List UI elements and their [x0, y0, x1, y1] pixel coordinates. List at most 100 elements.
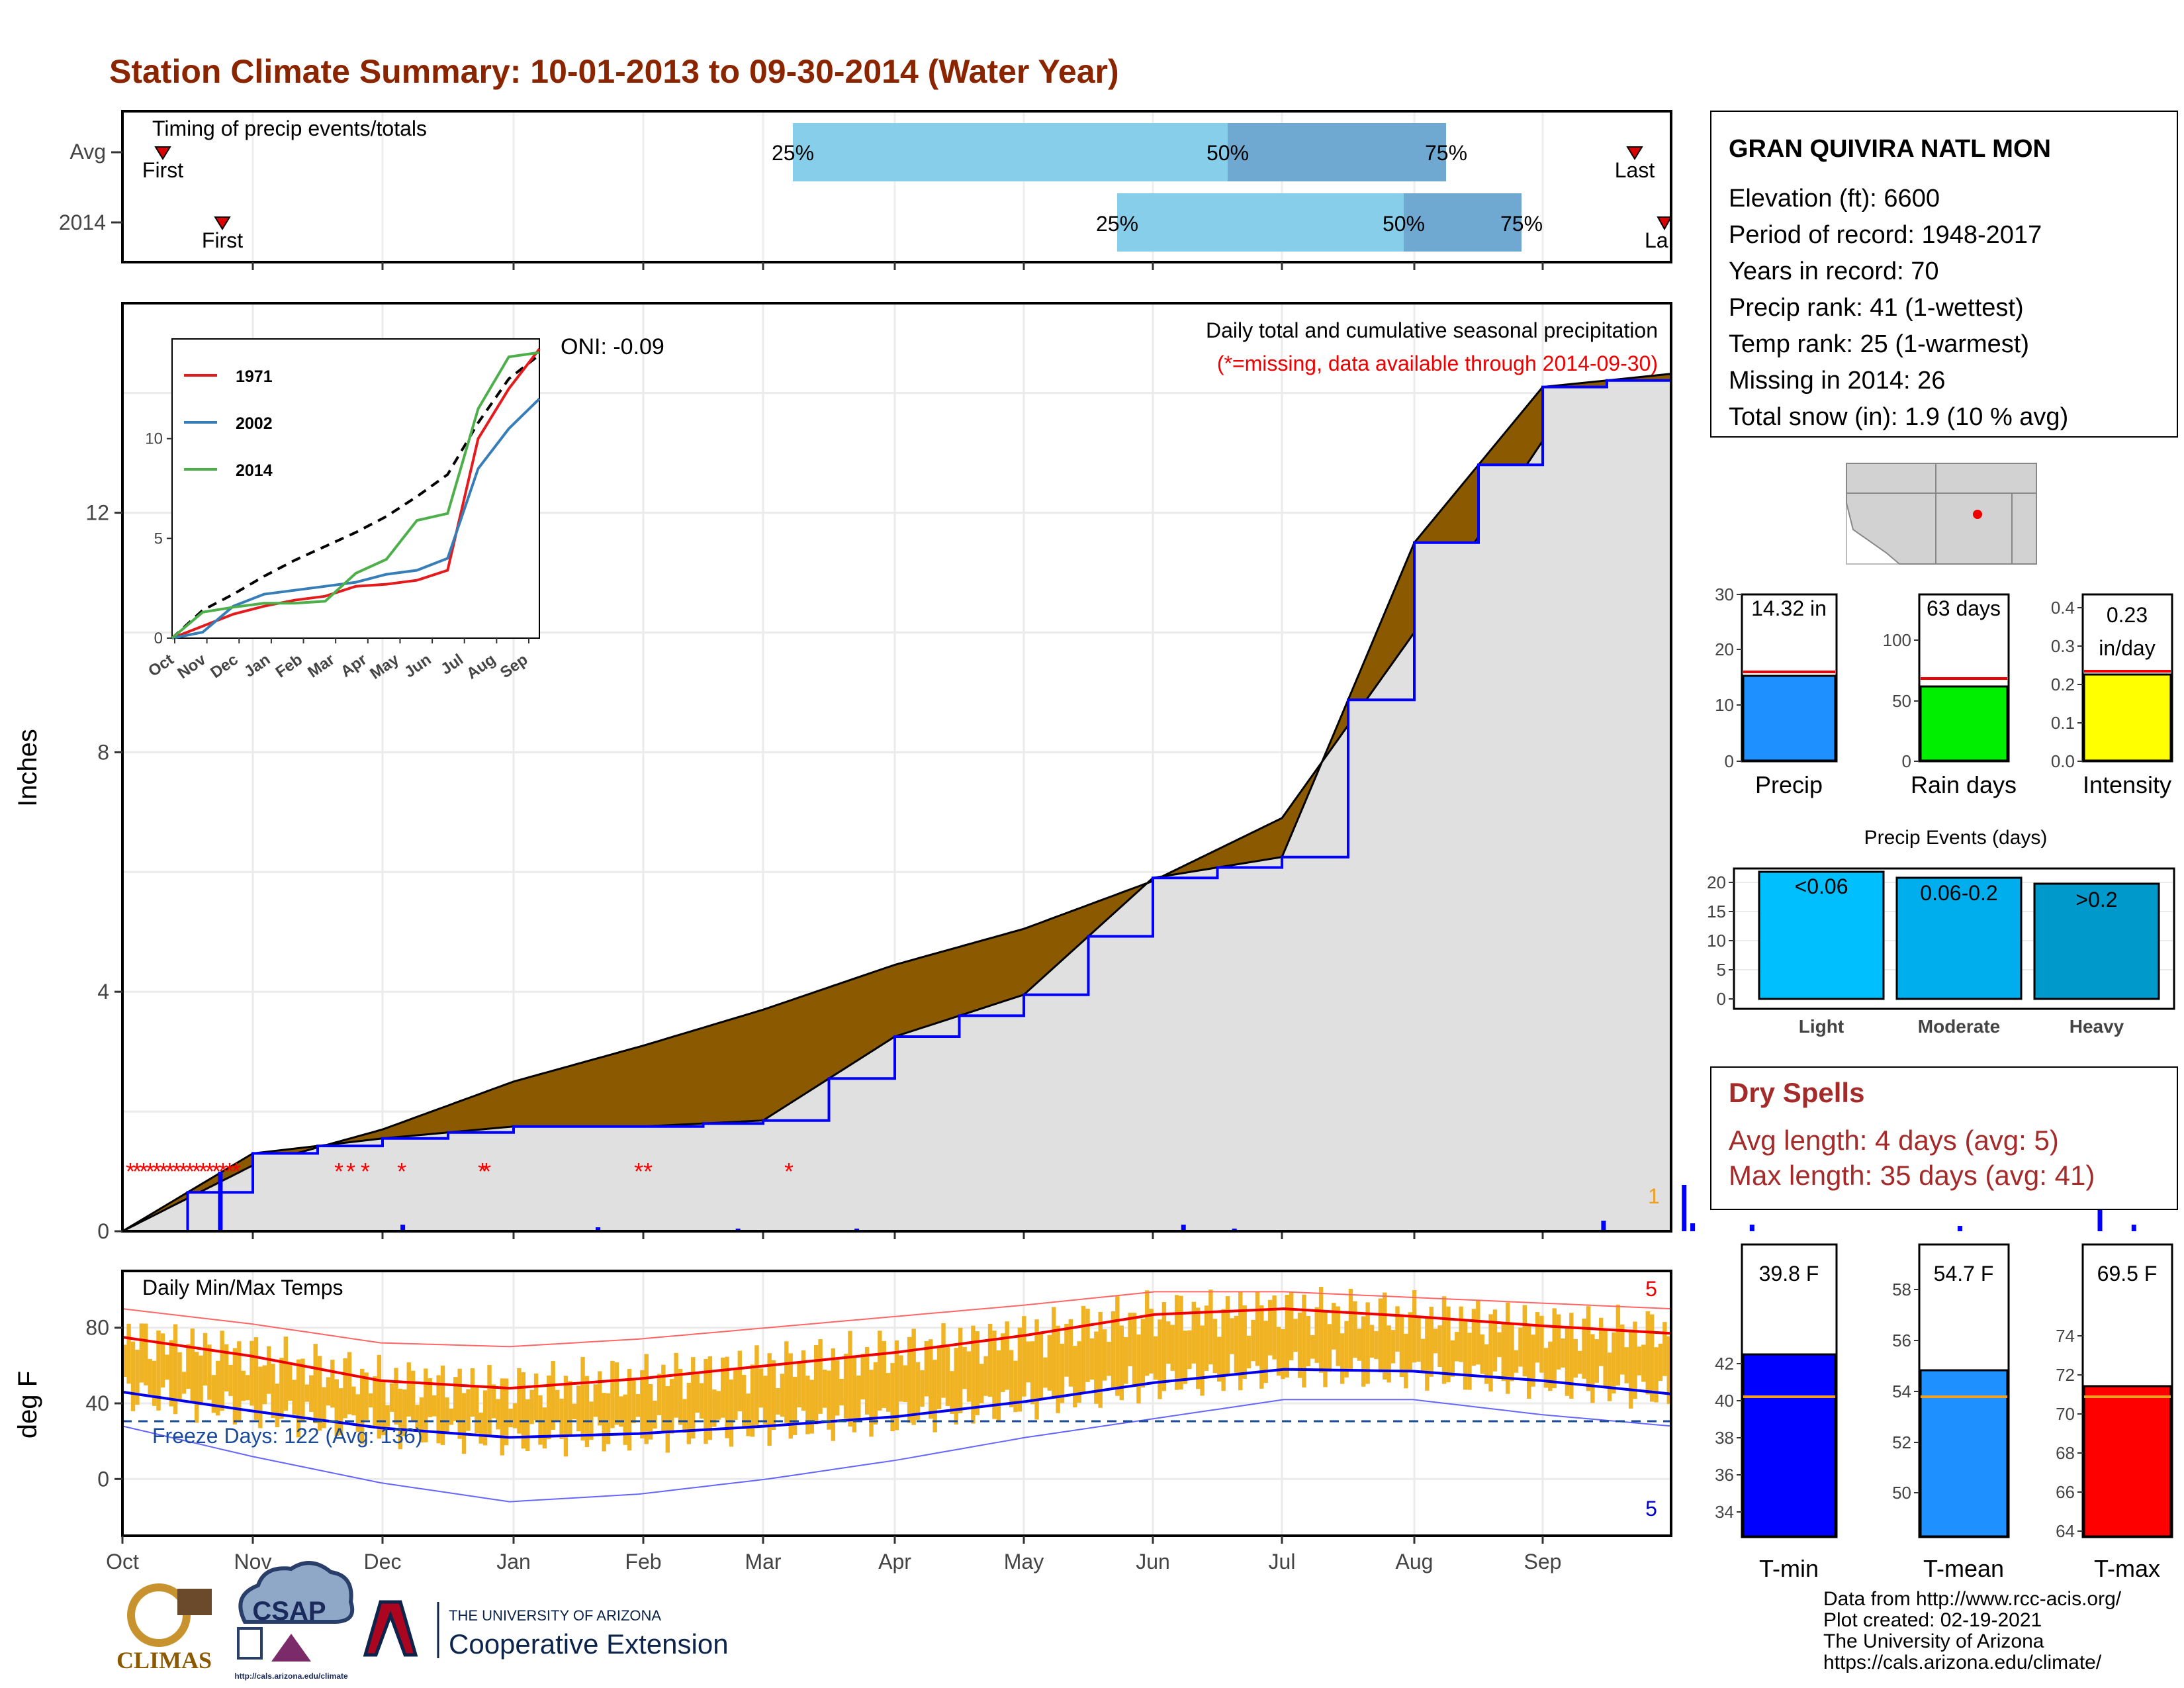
temp-daily-bar — [1348, 1289, 1353, 1370]
temp-daily-bar — [878, 1331, 882, 1411]
temp-daily-bar — [686, 1382, 692, 1444]
missing-star: * — [172, 1158, 181, 1185]
inset-series — [171, 348, 541, 639]
inset-series-line — [171, 348, 541, 639]
temp-daily-bar — [1628, 1329, 1633, 1409]
temp-daily-bar — [1073, 1346, 1077, 1408]
precip-y-label: Inches — [13, 729, 42, 807]
temp-daily-bar — [1353, 1301, 1357, 1358]
climas-flag-icon — [177, 1589, 212, 1615]
temp-daily-bar — [911, 1329, 916, 1425]
temp-daily-bar — [1030, 1341, 1035, 1405]
tmin-value: 39.8 F — [1759, 1262, 1819, 1286]
events-cat-light: Light — [1799, 1016, 1844, 1037]
temp-daily-bar — [1590, 1334, 1595, 1403]
temp-daily-bar — [440, 1365, 445, 1446]
temp-daily-bar — [670, 1379, 674, 1434]
temp-xtick-label: Apr — [878, 1550, 911, 1573]
csap-bars-icon — [237, 1627, 263, 1660]
timing-2014-p50: 50% — [1383, 212, 1425, 236]
temp-daily-bar — [203, 1333, 208, 1386]
temp-daily-bar — [780, 1374, 785, 1417]
temp-daily-bar — [551, 1361, 555, 1430]
temp-daily-bar — [1077, 1341, 1081, 1403]
temp-daily-bar — [160, 1333, 165, 1388]
timing-avg-p50: 50% — [1206, 141, 1249, 165]
temp-daily-bar — [245, 1375, 250, 1401]
temp-daily-bar — [424, 1368, 428, 1442]
temp-daily-bar — [648, 1383, 653, 1440]
temp-daily-bar — [169, 1340, 173, 1407]
temp-daily-bar — [1467, 1333, 1472, 1390]
temp-daily-bar — [852, 1356, 857, 1432]
temp-daily-bar — [1289, 1292, 1294, 1360]
temp-daily-bar — [831, 1348, 836, 1441]
temp-daily-bar — [776, 1388, 780, 1415]
temp-daily-bar — [1620, 1324, 1625, 1375]
temp-xtick-label: May — [1004, 1550, 1044, 1573]
mini-ytick-label: 0.1 — [2051, 713, 2075, 733]
temp-daily-bar — [1390, 1330, 1396, 1364]
temp-daily-bar — [1374, 1331, 1379, 1360]
2014-last-label: La — [1645, 228, 1668, 252]
temp-daily-bar — [1365, 1302, 1370, 1384]
temp-daily-bar — [1369, 1325, 1375, 1358]
precip-y-axis: 0 4 8 12 — [85, 501, 122, 1243]
daily-precip-bar — [2131, 1225, 2136, 1231]
temp-daily-bar — [148, 1358, 152, 1395]
observed-cumulative-line — [122, 373, 1672, 1233]
temp-daily-bar — [1340, 1333, 1345, 1384]
mini-ytick-label: 64 — [2056, 1521, 2075, 1541]
oni-label: ONI: -0.09 — [561, 334, 664, 359]
temp-daily-bar — [767, 1353, 772, 1446]
temp-daily-bar — [580, 1356, 585, 1441]
temp-xtick-label: Jul — [1269, 1550, 1296, 1573]
mini-ytick-label: 0 — [1902, 751, 1911, 771]
missing-star: * — [185, 1158, 195, 1185]
temp-daily-bar — [1145, 1290, 1150, 1376]
temp-daily-bar — [1111, 1311, 1116, 1389]
daily-precip-bar — [1957, 1226, 1962, 1231]
inset-frame — [171, 338, 540, 639]
missing-star: * — [159, 1158, 168, 1185]
missing-star: * — [634, 1158, 643, 1185]
ua-big-text: Cooperative Extension — [449, 1628, 729, 1660]
temp-daily-bar — [338, 1388, 343, 1436]
temp-daily-bar — [1102, 1329, 1107, 1381]
temp-daily-bar — [822, 1370, 827, 1408]
temp-daily-bar — [1645, 1311, 1650, 1395]
temp-xtick-label: Oct — [106, 1550, 139, 1573]
temp-daily-bar — [856, 1376, 861, 1421]
temp-daily-bar — [402, 1389, 407, 1436]
temp-daily-bar — [712, 1389, 717, 1427]
temp-daily-bar — [1336, 1306, 1340, 1366]
temp-daily-bar — [1183, 1331, 1188, 1384]
temp-daily-bar — [1306, 1315, 1311, 1366]
temp-daily-bar — [1149, 1308, 1154, 1374]
temp-daily-bar — [415, 1405, 420, 1431]
timing-2014-p75: 75% — [1500, 212, 1543, 236]
missing-star: * — [478, 1158, 487, 1185]
temp-daily-bar — [1607, 1352, 1612, 1401]
temp-daily-bar — [1242, 1305, 1247, 1379]
temp-daily-bar — [521, 1372, 526, 1449]
timing-2014-p25: 25% — [1096, 212, 1138, 236]
temp-daily-bar — [1013, 1360, 1018, 1413]
inset-legend: 1971 2002 2014 — [184, 367, 273, 480]
rain-days-bar — [1919, 685, 2009, 762]
temp-daily-bar — [1666, 1336, 1671, 1404]
precip-ytick-label: 0 — [97, 1219, 109, 1243]
temp-daily-bar — [784, 1341, 789, 1423]
temp-daily-bar — [1293, 1319, 1298, 1352]
missing-star: * — [334, 1158, 343, 1185]
temp-daily-bar — [792, 1376, 797, 1435]
temp-daily-bar — [1361, 1316, 1366, 1387]
timing-avg-p25: 25% — [772, 141, 814, 165]
temp-daily-bar — [598, 1371, 602, 1426]
temp-daily-bar — [1170, 1325, 1175, 1371]
temp-daily-bar — [453, 1377, 458, 1421]
temp-daily-bar — [1038, 1333, 1044, 1400]
temp-daily-bar — [1522, 1305, 1527, 1377]
station-temp-rank: Temp rank: 25 (1-warmest) — [1729, 330, 2029, 358]
temp-ytick-label: 80 — [85, 1316, 109, 1340]
